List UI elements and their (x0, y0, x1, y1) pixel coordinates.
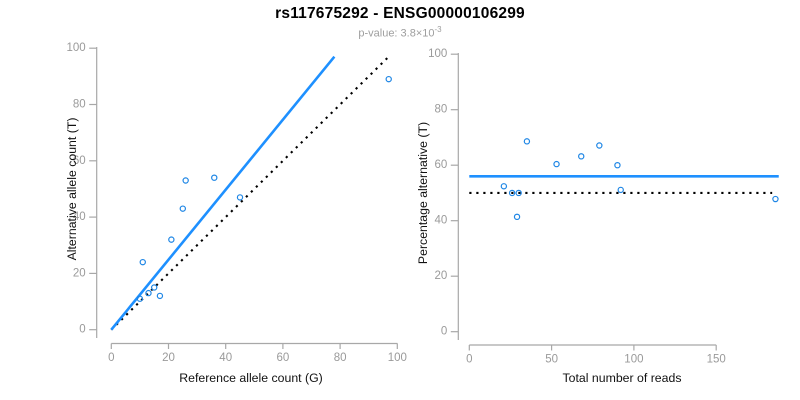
y-tick-label: 80 (73, 99, 86, 111)
y-tick-label: 20 (73, 267, 86, 279)
data-point (513, 213, 521, 221)
data-point (500, 183, 508, 190)
x-axis-title: Total number of reads (563, 371, 682, 385)
y-tick-label: 40 (435, 215, 448, 227)
data-point (515, 189, 522, 197)
data-point (617, 186, 624, 194)
x-tick-label: 60 (277, 352, 290, 364)
y-tick-label: 80 (435, 104, 448, 116)
y-tick-label: 60 (435, 159, 448, 171)
data-point (168, 236, 175, 243)
y-tick-label: 100 (428, 48, 447, 60)
data-point (139, 258, 146, 266)
data-point (596, 142, 603, 149)
x-tick-label: 100 (388, 352, 407, 364)
data-point (578, 153, 585, 160)
x-tick-label: 50 (545, 354, 558, 366)
x-tick-label: 100 (624, 354, 643, 366)
x-tick-label: 40 (219, 352, 232, 364)
x-tick-label: 20 (162, 352, 175, 364)
data-point (236, 194, 244, 201)
data-point (136, 295, 144, 302)
identity-line (110, 55, 390, 331)
data-point (150, 284, 158, 291)
y-tick-label: 60 (73, 155, 86, 167)
p-value-exponent: -3 (434, 25, 442, 34)
data-point (523, 138, 531, 145)
y-tick-label: 20 (435, 270, 448, 282)
y-axis-title: Alternative allele count (T) (65, 118, 79, 261)
x-axis-title: Reference allele count (G) (179, 371, 323, 385)
figure-subtitle: p-value: 3.8×10-3 (0, 25, 800, 40)
x-tick-label: 80 (334, 352, 347, 364)
fit-line (110, 55, 336, 331)
y-tick-label: 100 (67, 42, 86, 54)
data-point (156, 292, 164, 300)
data-point (182, 177, 189, 184)
data-point (508, 189, 516, 197)
p-value-text: p-value: 3.8×10 (358, 27, 435, 40)
data-point (179, 205, 186, 212)
data-point (385, 75, 392, 83)
x-tick-label: 0 (108, 352, 114, 364)
data-point (553, 160, 560, 168)
x-tick-label: 150 (707, 354, 726, 366)
data-point (772, 195, 779, 203)
x-tick-label: 0 (466, 354, 472, 366)
data-point (211, 174, 218, 181)
y-tick-label: 40 (73, 211, 86, 223)
data-point (614, 161, 621, 169)
y-tick-label: 0 (79, 324, 85, 336)
figure-title: rs117675292 - ENSG00000106299 (275, 5, 525, 22)
y-axis-title: Percentage alternative (T) (416, 122, 430, 264)
data-point (145, 289, 152, 297)
y-tick-label: 0 (441, 326, 447, 338)
